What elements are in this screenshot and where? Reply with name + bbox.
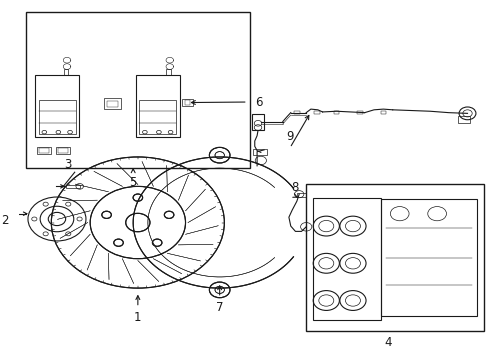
Bar — [39, 100, 76, 134]
Bar — [253, 149, 267, 155]
Bar — [35, 76, 79, 138]
Bar — [106, 100, 118, 107]
Bar — [457, 116, 469, 123]
Bar — [56, 147, 70, 154]
Bar — [252, 114, 264, 130]
Bar — [293, 111, 299, 114]
Bar — [380, 199, 476, 316]
Text: 8: 8 — [290, 181, 298, 194]
Text: 2: 2 — [1, 213, 8, 226]
Bar — [296, 193, 305, 197]
Bar — [65, 185, 80, 188]
Bar — [380, 111, 386, 114]
Circle shape — [49, 155, 226, 290]
Bar — [39, 148, 49, 153]
Bar — [184, 100, 190, 105]
Bar — [63, 69, 68, 76]
Text: 1: 1 — [134, 311, 142, 324]
Bar — [166, 69, 171, 76]
Bar — [313, 198, 380, 320]
Bar — [25, 12, 249, 168]
Text: 3: 3 — [64, 158, 71, 171]
Text: 7: 7 — [216, 301, 223, 314]
Bar — [37, 147, 51, 154]
Bar — [305, 184, 483, 330]
Bar — [139, 100, 176, 134]
Bar — [182, 99, 192, 107]
Bar — [356, 111, 362, 114]
Text: 6: 6 — [254, 95, 262, 108]
Text: 5: 5 — [129, 176, 137, 189]
Bar — [135, 76, 180, 138]
Bar — [333, 111, 339, 114]
Bar — [58, 148, 68, 153]
Circle shape — [131, 155, 308, 290]
Text: 4: 4 — [384, 336, 391, 349]
Text: 9: 9 — [285, 130, 293, 143]
Bar — [103, 99, 121, 109]
Bar — [313, 111, 319, 114]
